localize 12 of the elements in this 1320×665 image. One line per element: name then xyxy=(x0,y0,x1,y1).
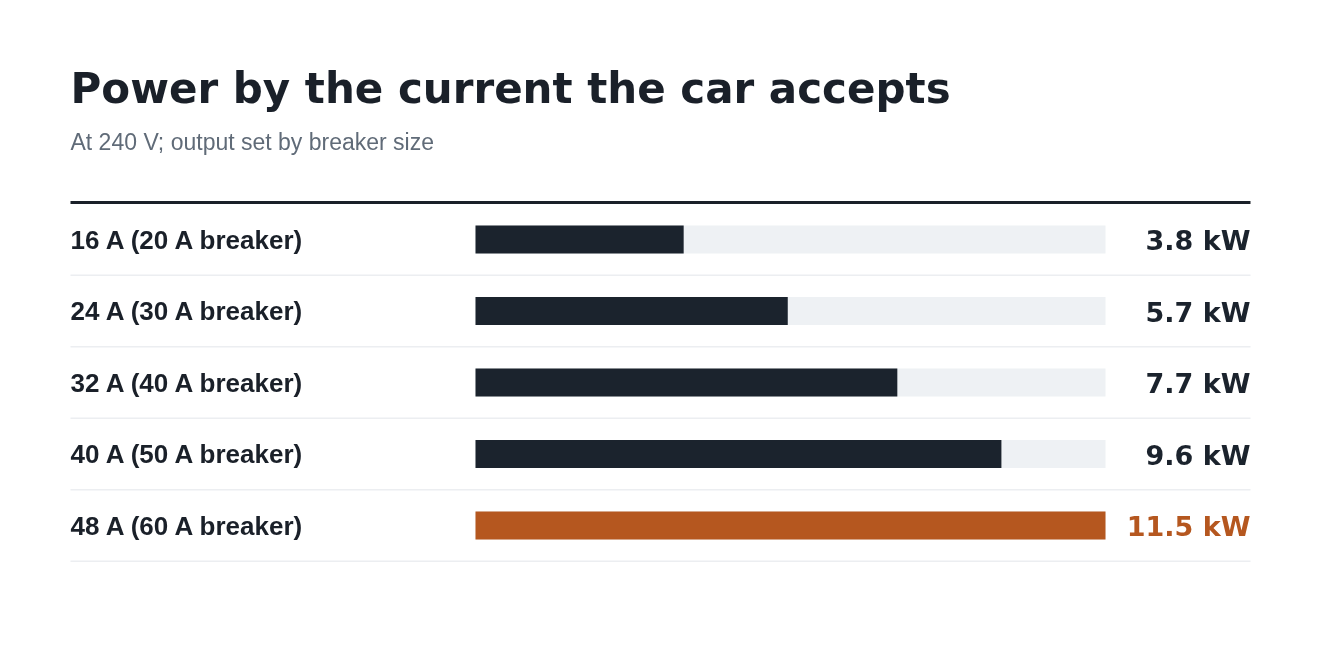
data-label: 11.5 kW xyxy=(1126,511,1251,542)
text: At 240 V; output set by breaker size xyxy=(70,128,435,155)
y-tick-label: 32 A (40 A breaker) xyxy=(70,367,303,398)
data-label: 7.7 kW xyxy=(1145,368,1251,399)
y-tick-label: 40 A (50 A breaker) xyxy=(70,439,303,469)
chart-title: Power by the current the car accepts xyxy=(70,64,951,113)
data-label: 9.6 kW xyxy=(1145,439,1251,471)
y-tick-label: 48 A (60 A breaker) xyxy=(70,510,303,541)
data-label: 5.7 kW xyxy=(1145,296,1251,328)
y-tick-label: 24 A (30 A breaker) xyxy=(70,296,303,326)
y-tick-label: 16 A (20 A breaker) xyxy=(70,224,303,255)
data-label: 3.8 kW xyxy=(1145,225,1251,256)
